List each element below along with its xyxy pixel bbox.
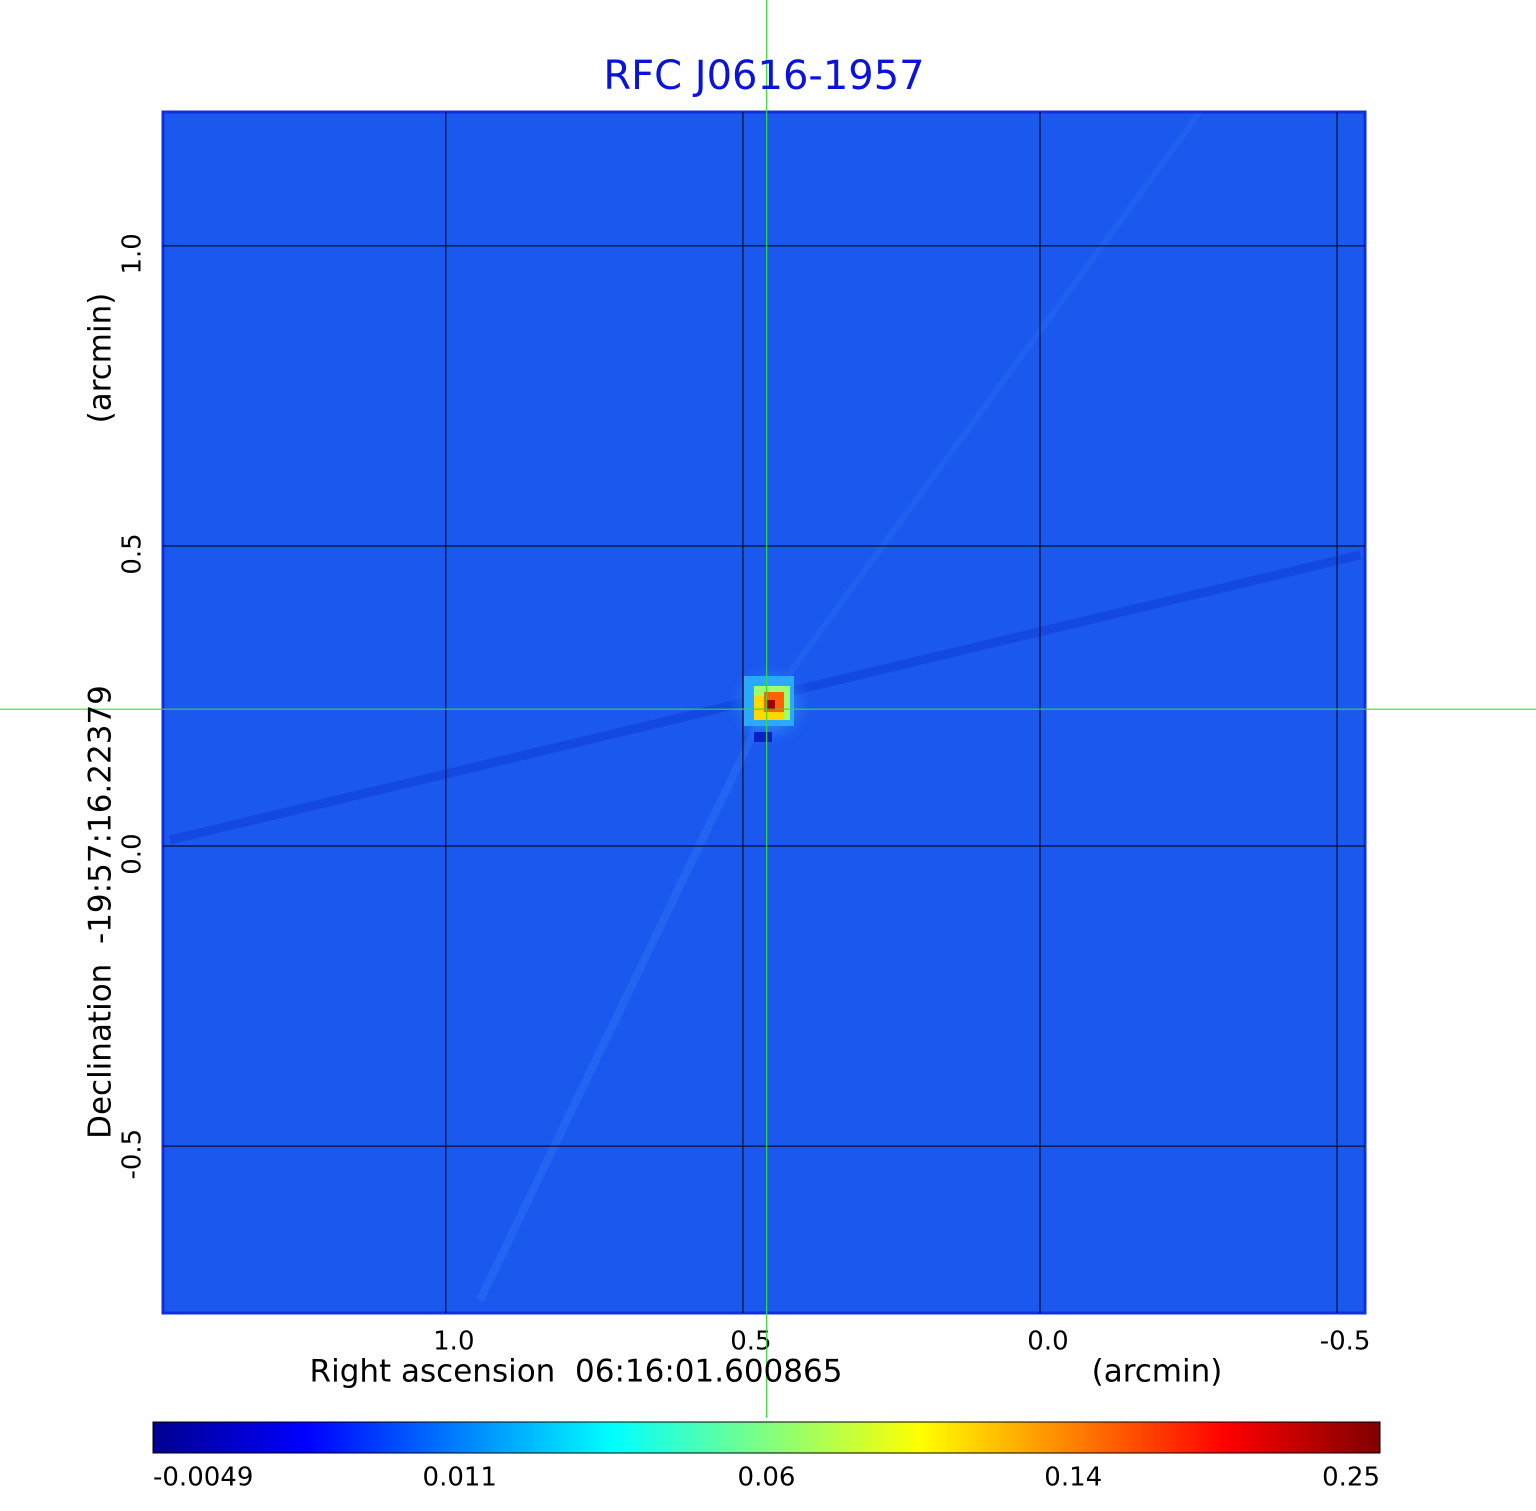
chart-title: RFC J0616-1957 xyxy=(603,53,924,99)
x-tick-label: 1.0 xyxy=(433,1327,474,1357)
x-tick-label: 0.5 xyxy=(730,1327,771,1357)
y-tick-label: 1.0 xyxy=(118,233,148,274)
y-tick-label: 0.5 xyxy=(118,533,148,574)
colorbar-tick-label: 0.011 xyxy=(423,1463,497,1493)
y-axis-unit: (arcmin) xyxy=(83,293,119,424)
x-axis-label: Right ascension 06:16:01.600865 xyxy=(310,1354,843,1390)
source xyxy=(725,660,815,750)
colorbar-tick-label: -0.0049 xyxy=(153,1463,253,1493)
plot-frame xyxy=(161,110,1367,1315)
x-tick-label: -0.5 xyxy=(1320,1327,1371,1357)
y-axis-label: Declination -19:57:16.22379 xyxy=(83,685,119,1139)
y-tick-label: -0.5 xyxy=(118,1129,148,1180)
colorbar-tick-label: 0.25 xyxy=(1322,1463,1380,1493)
x-tick-label: 0.0 xyxy=(1027,1327,1068,1357)
y-tick-label: 0.0 xyxy=(118,833,148,874)
colorbar-tick-label: 0.06 xyxy=(738,1463,796,1493)
colorbar xyxy=(152,1421,1381,1454)
x-axis-unit: (arcmin) xyxy=(1092,1354,1223,1390)
colorbar-tick-label: 0.14 xyxy=(1044,1463,1102,1493)
